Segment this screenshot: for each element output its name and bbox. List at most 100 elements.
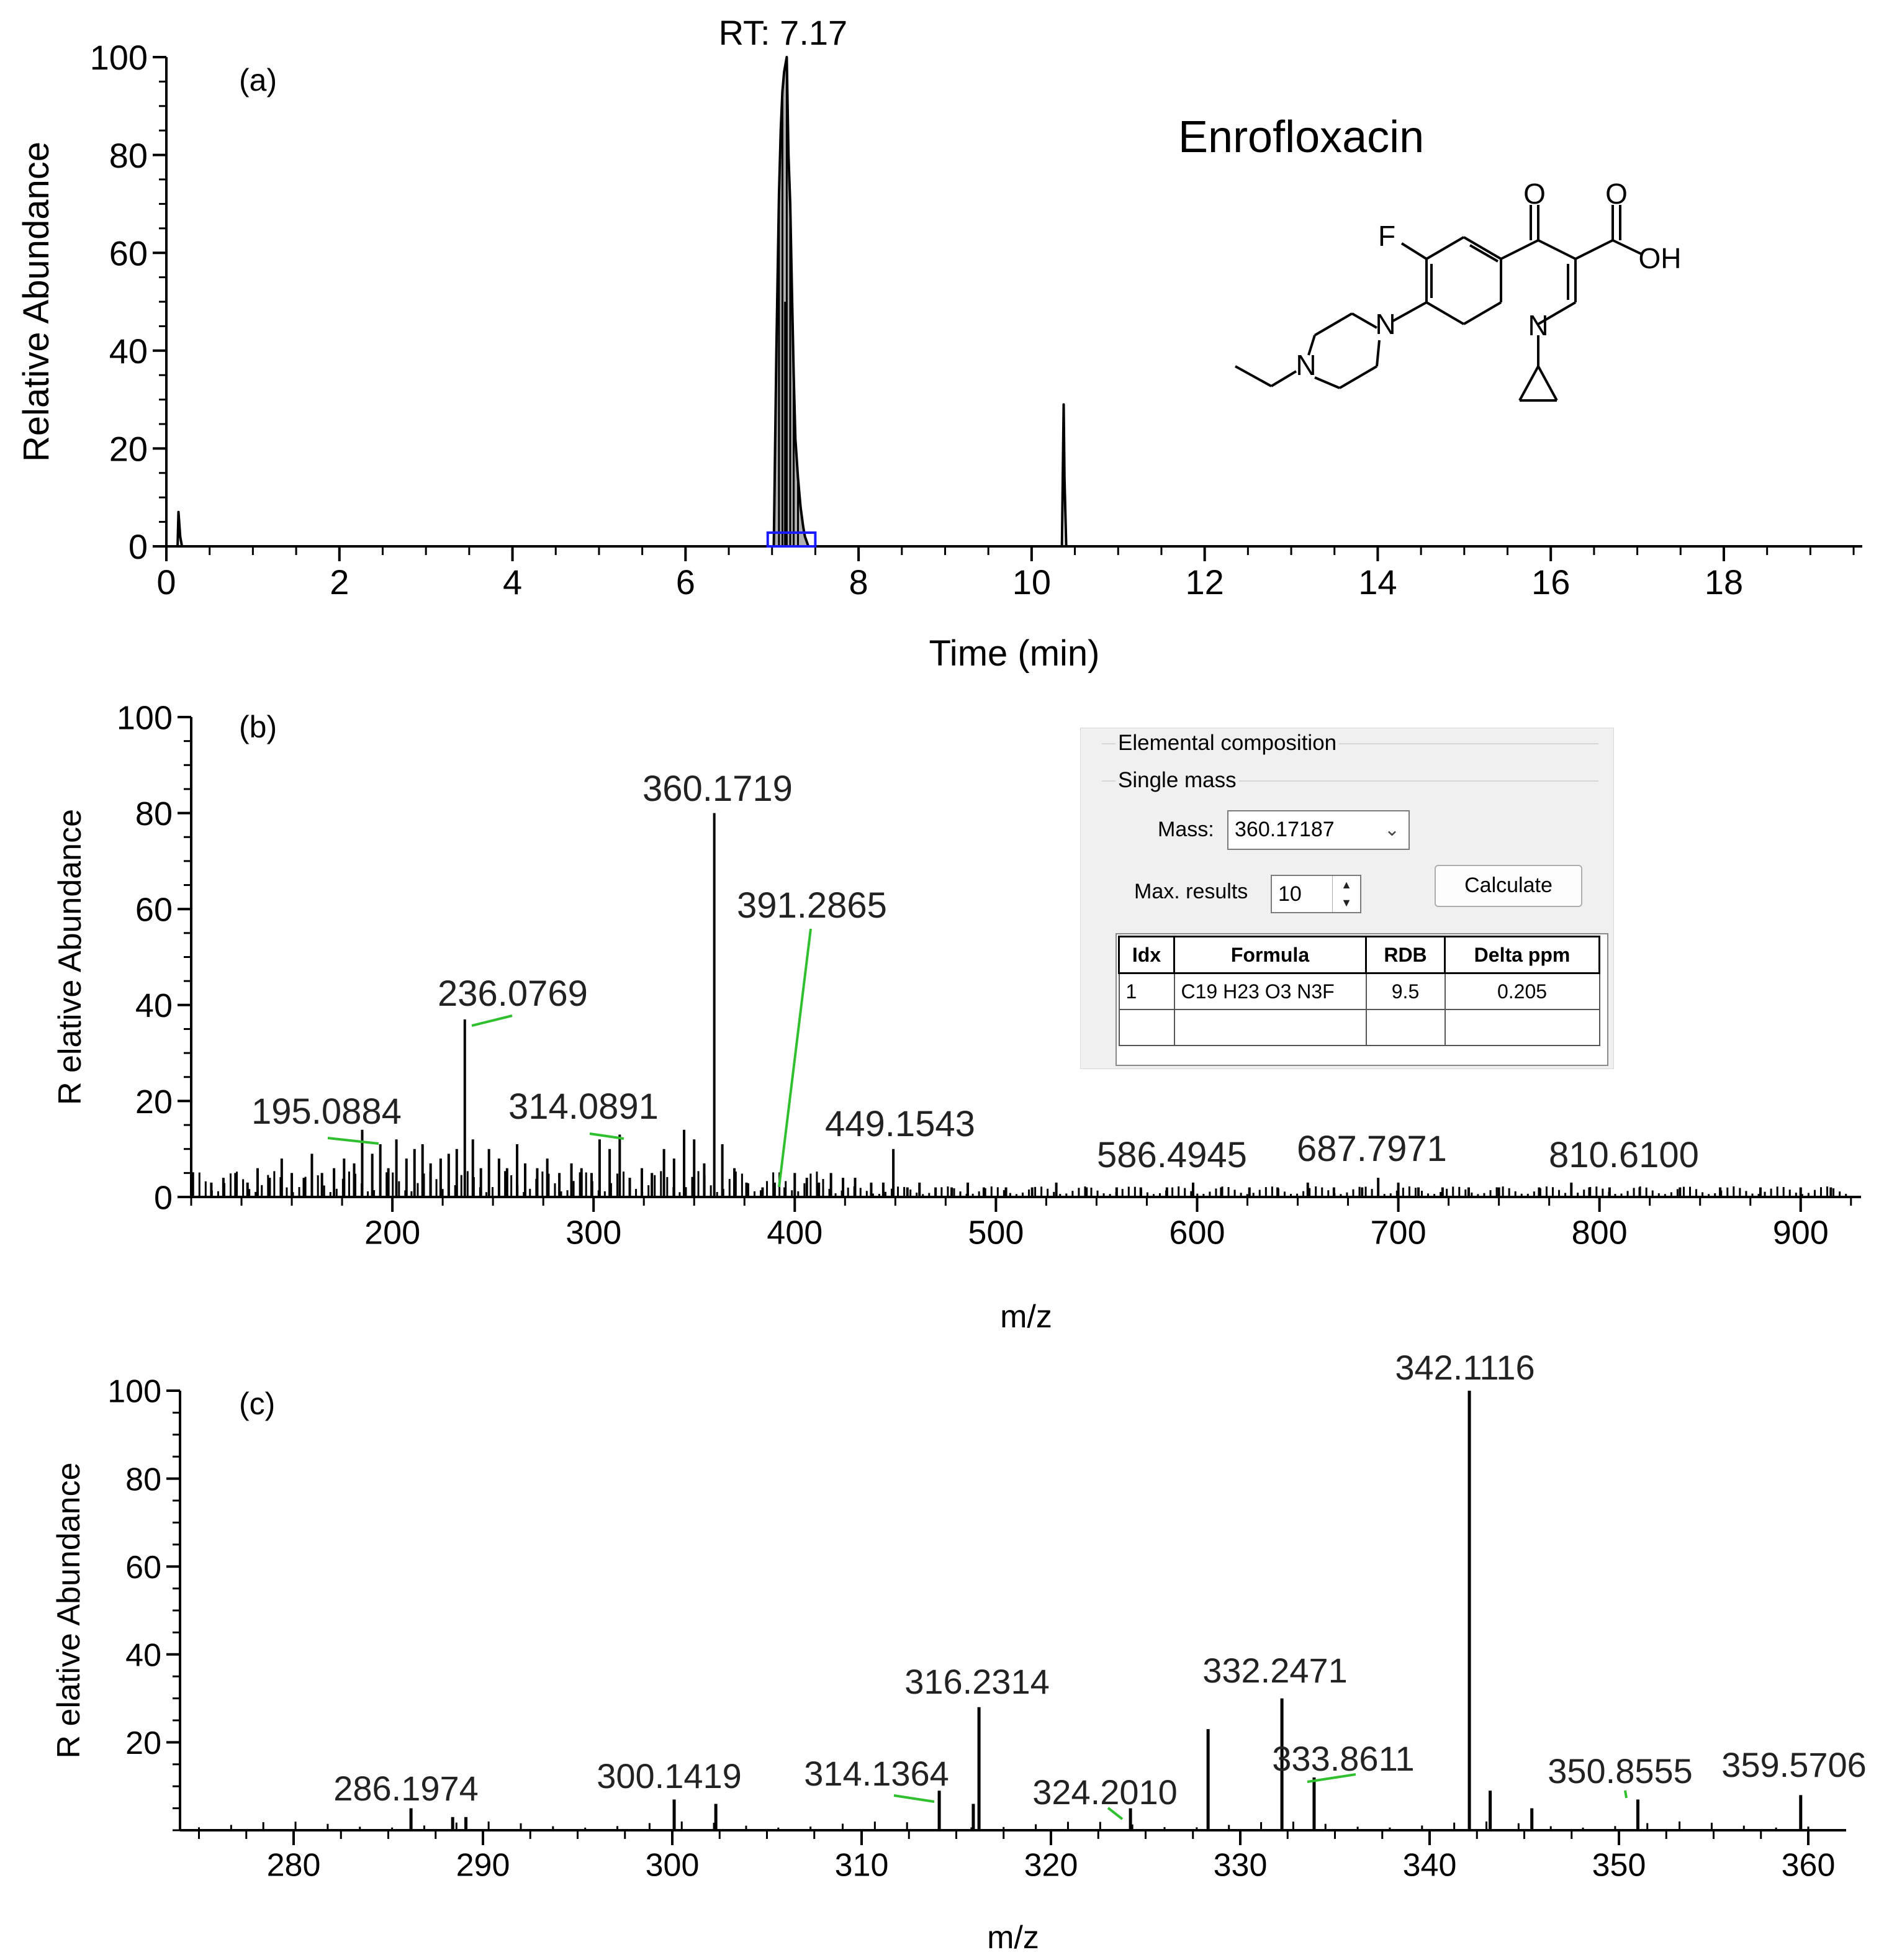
- peak-label: 342.1116: [1395, 1348, 1535, 1387]
- y-axis-label: Relative Abundance: [16, 142, 56, 462]
- cell-idx: 1: [1118, 972, 1175, 1010]
- results-table: Idx Formula RDB Delta ppm 1 C19 H23 O3 N…: [1118, 936, 1600, 1046]
- enrofloxacin-structure: O O OH F N N N: [1235, 178, 1682, 402]
- col-header-delta-ppm[interactable]: Delta ppm: [1444, 936, 1600, 974]
- y-tick-label: 60: [135, 892, 173, 929]
- col-header-formula[interactable]: Formula: [1173, 936, 1367, 974]
- peak-label: 300.1419: [597, 1756, 742, 1795]
- col-header-idx[interactable]: Idx: [1118, 936, 1175, 974]
- peak-label: 810.6100: [1549, 1135, 1699, 1175]
- panel-b-label: (b): [239, 710, 277, 744]
- ring-bond: [1500, 239, 1539, 260]
- peak-label: 324.2010: [1032, 1773, 1178, 1812]
- peak-label: 316.2314: [904, 1662, 1050, 1701]
- x-tick-label: 800: [1572, 1214, 1628, 1251]
- label-leader-line: [1107, 1807, 1124, 1820]
- subgroup-title: Single mass: [1116, 768, 1239, 793]
- stepper-arrows[interactable]: ▲ ▼: [1332, 876, 1360, 912]
- x-tick-label: 280: [267, 1847, 321, 1883]
- chevron-down-icon[interactable]: ⌄: [1384, 820, 1400, 840]
- x-tick-label: 6: [676, 562, 695, 602]
- label-leader-line: [778, 928, 812, 1188]
- x-tick-label: 350: [1592, 1847, 1646, 1883]
- label-leader-line: [893, 1794, 935, 1803]
- piperazine-bond: [1307, 335, 1316, 356]
- chromatogram-trace: [166, 56, 1862, 548]
- y-tick-label: 100: [90, 38, 148, 77]
- x-tick-label: 340: [1403, 1847, 1457, 1883]
- rt-annotation: RT: 7.17: [719, 13, 848, 52]
- label-leader-line: [1307, 1773, 1356, 1783]
- y-tick-label: 20: [135, 1083, 173, 1121]
- atom-n-ethyl: N: [1296, 349, 1316, 381]
- ring-bond: [1425, 301, 1465, 325]
- peak-label: 314.0891: [508, 1086, 659, 1127]
- peak-label: 586.4945: [1097, 1135, 1247, 1175]
- y-axis-label: R elative Abundance: [51, 1462, 87, 1758]
- subgroup-border: [1102, 780, 1598, 782]
- x-axis-label: m/z: [1000, 1299, 1052, 1335]
- y-tick-label: 80: [125, 1461, 161, 1497]
- x-tick-label: 700: [1371, 1214, 1427, 1251]
- y-tick-label: 20: [109, 430, 148, 469]
- cell-formula: C19 H23 O3 N3F: [1173, 972, 1367, 1010]
- y-tick-label: 40: [125, 1638, 161, 1674]
- atom-f: F: [1378, 220, 1395, 252]
- stepper-down-icon[interactable]: ▼: [1341, 896, 1352, 909]
- cyclopropyl-bond: [1518, 366, 1539, 401]
- carboxyl-oh-bond: [1612, 239, 1643, 256]
- table-row-empty: [1118, 1009, 1600, 1046]
- x-tick-label: 8: [849, 562, 868, 602]
- x-tick-label: 360: [1782, 1847, 1836, 1883]
- x-tick-label: 18: [1705, 562, 1743, 602]
- group-border: [1102, 743, 1598, 744]
- y-tick-label: 80: [109, 136, 148, 175]
- panel-a-label: (a): [239, 63, 277, 97]
- group-title: Elemental composition: [1116, 731, 1340, 756]
- peak-label: 333.8611: [1272, 1739, 1414, 1778]
- x-tick-label: 12: [1186, 562, 1224, 602]
- x-tick-label: 300: [566, 1214, 621, 1251]
- ring-bond: [1537, 301, 1577, 325]
- x-tick-label: 290: [456, 1847, 510, 1883]
- calculate-button[interactable]: Calculate: [1435, 865, 1582, 907]
- peak-label: 332.2471: [1202, 1651, 1348, 1690]
- carboxyl-bond: [1575, 239, 1613, 260]
- x-tick-label: 310: [835, 1847, 889, 1883]
- x-tick-label: 600: [1169, 1214, 1225, 1251]
- fluoro-bond: [1400, 242, 1428, 260]
- x-tick-label: 10: [1012, 562, 1051, 602]
- y-axis-label: R elative Abundance: [52, 809, 88, 1105]
- piperazine-bond: [1314, 312, 1353, 336]
- piperazine-bond: [1351, 312, 1377, 329]
- peak-label: 687.7971: [1297, 1129, 1447, 1169]
- y-tick-label: 80: [135, 795, 173, 833]
- stepper-up-icon[interactable]: ▲: [1341, 878, 1352, 891]
- atom-oh: OH: [1639, 242, 1682, 274]
- x-tick-label: 320: [1024, 1847, 1078, 1883]
- piperazine-bond: [1338, 365, 1378, 389]
- y-tick-label: 0: [154, 1179, 173, 1216]
- x-tick-label: 200: [364, 1214, 420, 1251]
- piperazine-bond: [1314, 376, 1340, 389]
- atom-o-acid: O: [1605, 178, 1628, 210]
- atom-n1: N: [1528, 309, 1548, 341]
- table-row[interactable]: 1 C19 H23 O3 N3F 9.5 0.205: [1118, 972, 1600, 1010]
- compound-name: Enrofloxacin: [1178, 112, 1425, 162]
- max-results-value: 10: [1278, 882, 1302, 906]
- x-tick-label: 4: [503, 562, 522, 602]
- x-tick-label: 0: [156, 562, 176, 602]
- max-results-stepper[interactable]: 10 ▲ ▼: [1271, 875, 1361, 913]
- y-tick-label: 60: [125, 1550, 161, 1586]
- col-header-rdb[interactable]: RDB: [1365, 936, 1446, 974]
- x-tick-label: 900: [1773, 1214, 1829, 1251]
- mass-combobox[interactable]: 360.17187 ⌄: [1227, 810, 1410, 850]
- x-axis-label: Time (min): [929, 633, 1100, 674]
- max-results-label: Max. results: [1134, 880, 1248, 903]
- cell-rdb: 9.5: [1365, 972, 1446, 1010]
- peak-label: 236.0769: [438, 973, 588, 1014]
- x-tick-label: 500: [968, 1214, 1024, 1251]
- peak-label: 314.1364: [804, 1754, 949, 1793]
